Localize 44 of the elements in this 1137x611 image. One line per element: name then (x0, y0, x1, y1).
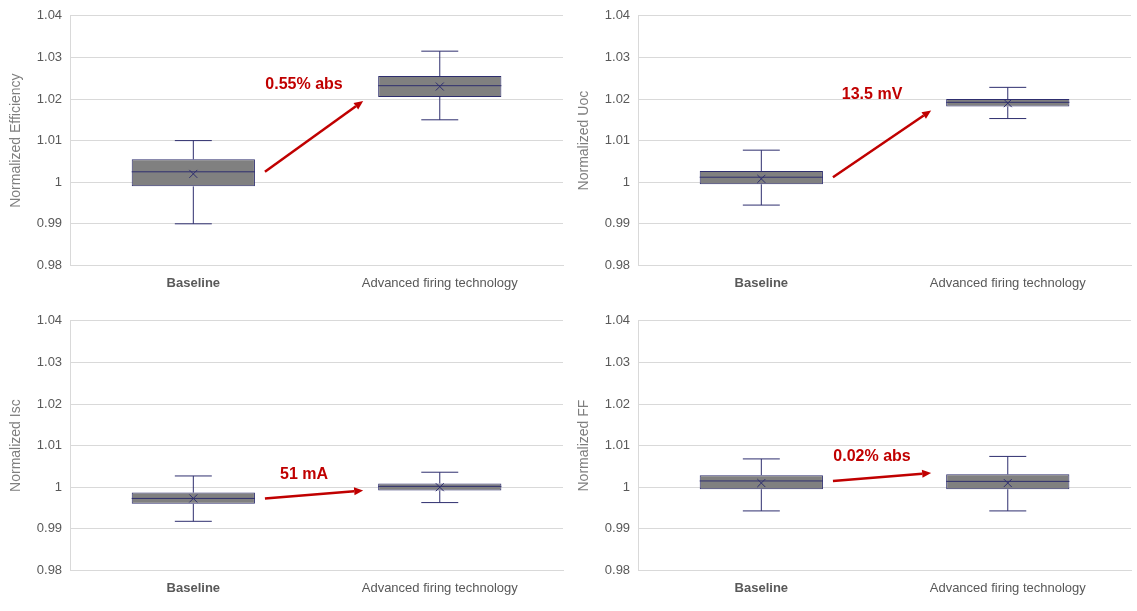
y-tick-label: 0.99 (604, 520, 631, 536)
y-tick-label: 1.01 (604, 132, 631, 148)
y-tick-label: 1.02 (604, 90, 631, 106)
y-tick-label: 1.02 (604, 395, 631, 411)
y-tick-label: 1.01 (36, 437, 63, 453)
y-tick-label: 1.02 (36, 395, 63, 411)
y-axis-title: Normalized Efficiency (7, 73, 24, 208)
y-tick-label: 0.98 (604, 561, 631, 577)
y-tick-label: 1.01 (604, 437, 631, 453)
y-tick-label: 1.04 (604, 312, 631, 328)
y-tick-label: 1.03 (36, 48, 63, 64)
y-tick-label: 0.98 (36, 256, 63, 272)
y-tick-label: 1 (54, 173, 63, 189)
y-tick-label: 1.03 (604, 48, 631, 64)
annotation: 13.5 mV (841, 84, 903, 102)
y-tick-label: 0.99 (36, 215, 63, 231)
y-tick-label: 0.99 (36, 520, 63, 536)
y-tick-label: 1.04 (604, 7, 631, 23)
x-tick-label: Baseline (734, 274, 789, 290)
y-tick-label: 1.03 (604, 353, 631, 369)
annotation: 51 mA (280, 464, 329, 482)
x-tick-label: Baseline (166, 579, 221, 595)
y-axis-title: Normalized FF (575, 399, 592, 492)
y-tick-label: 1.04 (36, 312, 63, 328)
y-tick-label: 0.98 (604, 256, 631, 272)
y-tick-label: 0.99 (604, 215, 631, 231)
y-tick-label: 1 (622, 478, 631, 494)
y-axis-title: Normalized Uoc (575, 90, 592, 191)
x-tick-label: Baseline (734, 579, 789, 595)
annotation: 0.02% abs (833, 447, 911, 465)
x-tick-label: Advanced firing technology (929, 579, 1087, 595)
y-tick-label: 1 (622, 173, 631, 189)
y-tick-label: 1.03 (36, 353, 63, 369)
annotation: 0.55% abs (265, 75, 343, 93)
y-tick-label: 1.01 (36, 132, 63, 148)
y-axis-title: Normalized Isc (7, 399, 24, 492)
x-tick-label: Advanced firing technology (929, 274, 1087, 290)
x-tick-label: Baseline (166, 274, 221, 290)
y-tick-label: 1.02 (36, 90, 63, 106)
x-tick-label: Advanced firing technology (361, 579, 519, 595)
y-tick-label: 1 (54, 478, 63, 494)
y-tick-label: 0.98 (36, 561, 63, 577)
x-tick-label: Advanced firing technology (361, 274, 519, 290)
y-tick-label: 1.04 (36, 7, 63, 23)
